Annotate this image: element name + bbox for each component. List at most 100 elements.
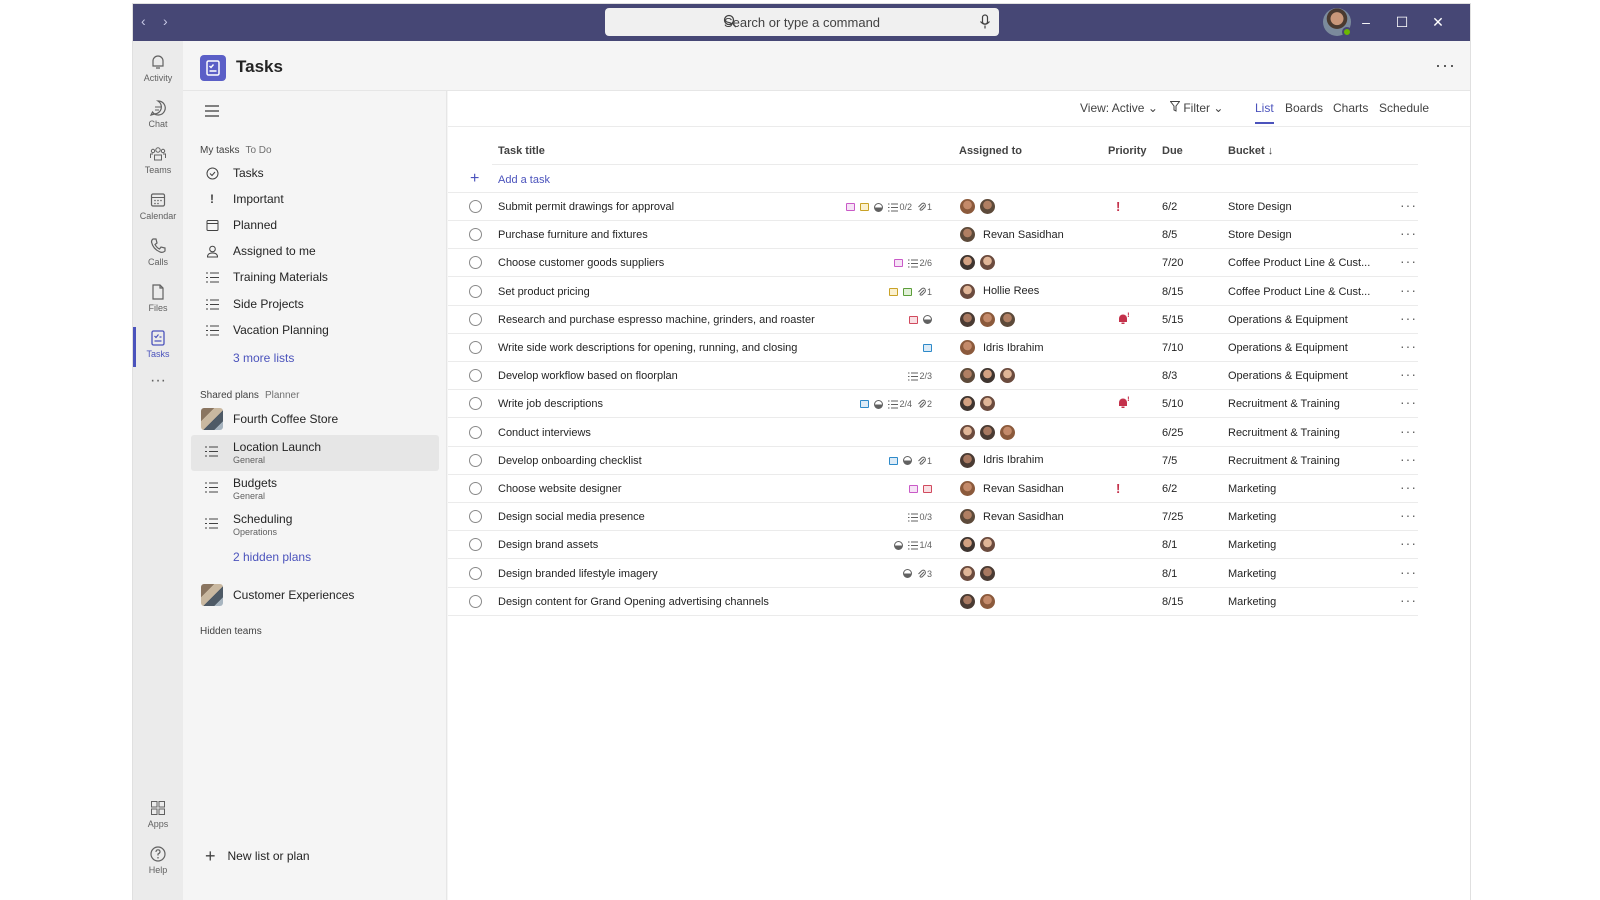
filter-button[interactable]: Filter ⌄ — [1169, 101, 1223, 115]
sidebar-item-vacation-planning[interactable]: Vacation Planning — [191, 317, 439, 343]
task-row[interactable]: Research and purchase espresso machine, … — [448, 306, 1418, 334]
plan-budgets[interactable]: Budgets General — [191, 471, 439, 507]
task-title[interactable]: Develop workflow based on floorplan — [498, 370, 678, 383]
tab-list[interactable]: List — [1255, 101, 1274, 124]
task-row[interactable]: Develop onboarding checklist 1 Idris Ibrah… — [448, 447, 1418, 475]
col-priority[interactable]: Priority — [1108, 145, 1147, 157]
sidebar-item-training-materials[interactable]: Training Materials — [191, 264, 439, 290]
team-fourth-coffee[interactable]: Fourth Coffee Store — [191, 406, 439, 432]
task-title[interactable]: Choose website designer — [498, 483, 622, 495]
microphone-icon[interactable] — [979, 14, 991, 30]
task-row[interactable]: Conduct interviews 6/25 Recruitment & Trai… — [448, 419, 1418, 447]
more-options-icon[interactable]: ··· — [1400, 197, 1417, 213]
rail-files[interactable]: Files — [133, 279, 183, 323]
col-assigned[interactable]: Assigned to — [959, 145, 1022, 157]
tab-schedule[interactable]: Schedule — [1379, 101, 1430, 115]
minimize-icon[interactable]: – — [1362, 14, 1370, 30]
assignees[interactable] — [959, 592, 999, 610]
rail-calls[interactable]: Calls — [133, 233, 183, 277]
more-options-icon[interactable]: ··· — [1400, 281, 1417, 298]
forward-arrow-icon[interactable]: › — [163, 13, 168, 29]
assignees[interactable] — [959, 367, 1019, 385]
assignees[interactable]: Idris Ibrahim — [959, 339, 1044, 356]
more-options-icon[interactable]: ··· — [1400, 225, 1417, 242]
complete-task-checkbox[interactable] — [469, 284, 482, 298]
complete-task-checkbox[interactable] — [469, 228, 482, 242]
more-options-icon[interactable]: ··· — [1400, 507, 1417, 524]
task-row[interactable]: Purchase furniture and fixtures Revan Sas… — [448, 221, 1418, 250]
assignees[interactable]: Hollie Rees — [959, 282, 1039, 300]
rail-calendar[interactable]: Calendar — [133, 187, 183, 231]
task-row[interactable]: Submit permit drawings for approval 0/2 1!… — [448, 193, 1418, 221]
task-row[interactable]: Design brand assets 1/4 8/1 Marketing ··· — [448, 531, 1418, 560]
sidebar-item-planned[interactable]: Planned — [191, 212, 439, 238]
assignees[interactable] — [959, 198, 999, 215]
task-row[interactable]: Design social media presence 0/3 Revan Sas… — [448, 503, 1418, 532]
task-row[interactable]: Write side work descriptions for opening… — [448, 334, 1418, 362]
complete-task-checkbox[interactable] — [469, 566, 482, 580]
more-options-icon[interactable]: ··· — [1400, 563, 1417, 580]
complete-task-checkbox[interactable] — [469, 397, 482, 411]
rail-tasks[interactable]: Tasks — [133, 325, 183, 369]
complete-task-checkbox[interactable] — [469, 200, 482, 213]
user-avatar[interactable] — [1323, 8, 1352, 37]
task-row[interactable]: Develop workflow based on floorplan 2/3 8/… — [448, 362, 1418, 391]
more-options-icon[interactable]: ··· — [1400, 338, 1417, 354]
task-title[interactable]: Set product pricing — [498, 285, 590, 298]
more-options-icon[interactable]: ··· — [1400, 422, 1417, 439]
task-title[interactable]: Write job descriptions — [498, 398, 603, 411]
hamburger-menu-icon[interactable] — [205, 105, 219, 117]
assignees[interactable]: Revan Sasidhan — [959, 226, 1064, 244]
tab-charts[interactable]: Charts — [1333, 101, 1369, 115]
assignees[interactable]: Revan Sasidhan — [959, 508, 1064, 526]
task-title[interactable]: Conduct interviews — [498, 426, 591, 439]
rail-apps[interactable]: Apps — [133, 795, 183, 839]
view-dropdown[interactable]: View: Active ⌄ — [1080, 101, 1158, 115]
complete-task-checkbox[interactable] — [469, 425, 482, 439]
maximize-icon[interactable]: ☐ — [1395, 14, 1409, 30]
more-lists-link[interactable]: 3 more lists — [233, 351, 295, 365]
task-row[interactable]: Choose customer goods suppliers 2/6 7/20 Co… — [448, 249, 1418, 278]
task-row[interactable]: Set product pricing 1 Hollie Rees 8/15 Coffe… — [448, 278, 1418, 306]
more-options-icon[interactable]: ··· — [1400, 394, 1417, 411]
more-options-icon[interactable]: ··· — [1400, 450, 1417, 467]
sidebar-item-tasks[interactable]: Tasks — [191, 160, 439, 186]
more-apps-icon[interactable]: ··· — [150, 372, 166, 389]
complete-task-checkbox[interactable] — [469, 369, 482, 383]
complete-task-checkbox[interactable] — [469, 341, 482, 354]
col-bucket[interactable]: Bucket ↓ — [1228, 145, 1274, 157]
more-options-icon[interactable]: ··· — [1400, 479, 1417, 495]
rail-teams[interactable]: Teams — [133, 141, 183, 185]
more-options-icon[interactable]: ··· — [1400, 253, 1417, 270]
task-row[interactable]: Design branded lifestyle imagery 3 8/1 Mark… — [448, 560, 1418, 588]
task-title[interactable]: Design branded lifestyle imagery — [498, 567, 658, 580]
complete-task-checkbox[interactable] — [469, 256, 482, 270]
complete-task-checkbox[interactable] — [469, 312, 482, 326]
col-task-title[interactable]: Task title — [498, 145, 545, 157]
task-title[interactable]: Design content for Grand Opening adverti… — [498, 595, 769, 608]
search-input[interactable]: Search or type a command — [605, 8, 999, 36]
complete-task-checkbox[interactable] — [469, 453, 482, 467]
plan-location-launch[interactable]: Location Launch General — [191, 435, 439, 471]
assignees[interactable] — [959, 564, 999, 582]
more-options-icon[interactable]: ··· — [1400, 591, 1417, 608]
assignees[interactable] — [959, 254, 999, 272]
assignees[interactable] — [959, 310, 1019, 328]
close-icon[interactable]: ✕ — [1432, 14, 1444, 30]
complete-task-checkbox[interactable] — [469, 510, 482, 524]
new-list-button[interactable]: + New list or plan — [205, 847, 310, 865]
more-options-icon[interactable]: ··· — [1435, 55, 1456, 75]
assignees[interactable]: Revan Sasidhan — [959, 480, 1064, 497]
assignees[interactable] — [959, 536, 999, 554]
task-title[interactable]: Write side work descriptions for opening… — [498, 342, 798, 354]
more-options-icon[interactable]: ··· — [1400, 535, 1417, 552]
sidebar-item-side-projects[interactable]: Side Projects — [191, 291, 439, 317]
assignees[interactable]: Idris Ibrahim — [959, 451, 1044, 469]
complete-task-checkbox[interactable] — [469, 482, 482, 495]
rail-chat[interactable]: Chat — [133, 95, 183, 139]
task-row[interactable]: Design content for Grand Opening adverti… — [448, 588, 1418, 616]
assignees[interactable] — [959, 423, 1019, 441]
team-customer-experiences[interactable]: Customer Experiences — [191, 582, 439, 608]
col-due[interactable]: Due — [1162, 145, 1183, 157]
task-title[interactable]: Design brand assets — [498, 539, 599, 552]
